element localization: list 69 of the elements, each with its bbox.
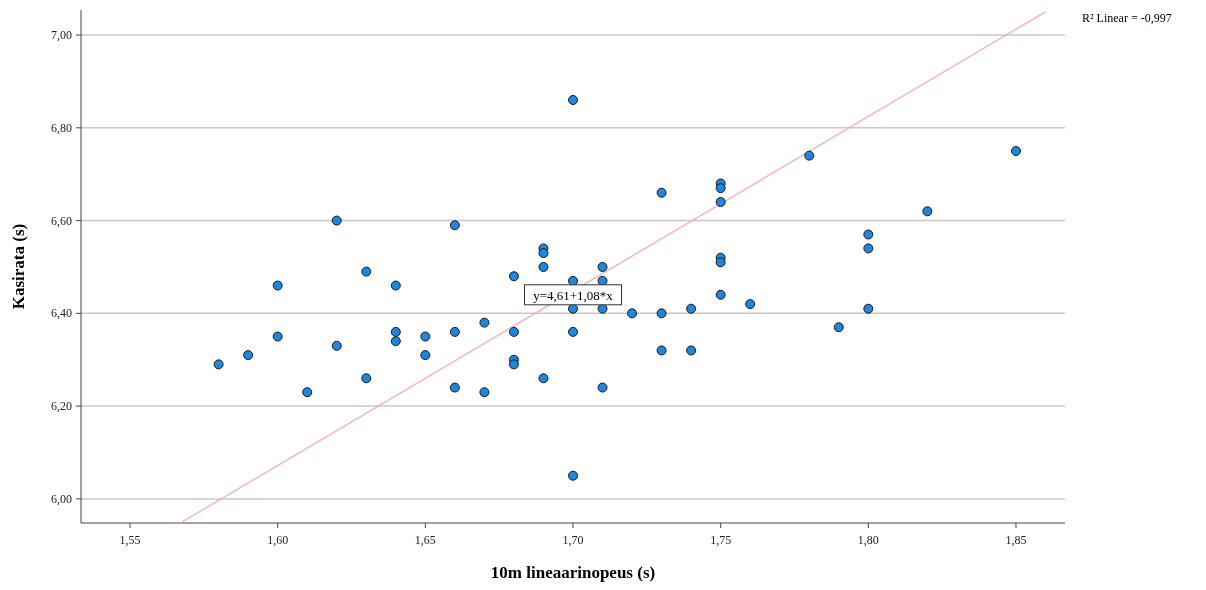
point bbox=[538, 373, 549, 384]
point bbox=[715, 197, 726, 208]
point bbox=[863, 229, 874, 240]
point bbox=[302, 387, 313, 398]
point bbox=[538, 261, 549, 272]
point bbox=[213, 359, 224, 370]
x-tick-label: 1,80 bbox=[857, 533, 879, 547]
point bbox=[686, 345, 697, 356]
x-tick-label: 1,70 bbox=[562, 533, 584, 547]
y-axis-title: Kasirata (s) bbox=[9, 223, 28, 310]
point bbox=[420, 350, 431, 361]
point bbox=[243, 350, 254, 361]
y-tick-label: 6,00 bbox=[51, 491, 72, 506]
point bbox=[508, 359, 519, 370]
point bbox=[833, 322, 844, 333]
point bbox=[361, 266, 372, 277]
annotation: y=4,61+1,08*x bbox=[533, 287, 614, 303]
point bbox=[420, 331, 431, 342]
point bbox=[390, 280, 401, 291]
point bbox=[568, 275, 578, 286]
point bbox=[272, 331, 283, 342]
y-tick-label: 6,80 bbox=[51, 120, 72, 135]
point bbox=[390, 336, 401, 347]
point bbox=[715, 183, 726, 194]
point bbox=[508, 271, 519, 282]
point bbox=[745, 299, 756, 310]
point bbox=[656, 308, 667, 319]
x-tick-label: 1,75 bbox=[710, 533, 732, 547]
y-tick-label: 7,00 bbox=[51, 28, 72, 43]
y-tick-label: 6,60 bbox=[51, 213, 72, 228]
point bbox=[449, 382, 460, 393]
point bbox=[715, 257, 726, 268]
point bbox=[331, 215, 342, 226]
point bbox=[449, 326, 460, 337]
x-axis-title: 10m lineaarinopeus (s) bbox=[490, 563, 656, 582]
point bbox=[686, 303, 697, 314]
point bbox=[1010, 146, 1021, 157]
point bbox=[449, 220, 460, 231]
point bbox=[804, 150, 815, 161]
point bbox=[656, 345, 667, 356]
point bbox=[715, 289, 726, 300]
point bbox=[597, 382, 608, 393]
point bbox=[568, 303, 578, 314]
point bbox=[863, 303, 874, 314]
y-tick-label: 6,20 bbox=[51, 399, 72, 414]
point bbox=[272, 280, 283, 291]
point bbox=[568, 326, 578, 337]
x-tick-label: 1,55 bbox=[119, 533, 141, 547]
point bbox=[568, 94, 578, 105]
point bbox=[508, 326, 519, 337]
point bbox=[597, 261, 608, 272]
text: R² Linear = -0,997 bbox=[1082, 11, 1172, 25]
point bbox=[627, 308, 638, 319]
point bbox=[361, 373, 372, 384]
x-tick-label: 1,60 bbox=[267, 533, 289, 547]
x-tick-label: 1,85 bbox=[1005, 533, 1027, 547]
point bbox=[331, 340, 342, 351]
point bbox=[568, 470, 578, 481]
point bbox=[597, 275, 608, 286]
point bbox=[597, 303, 608, 314]
point bbox=[479, 387, 490, 398]
point bbox=[538, 248, 549, 259]
x-tick-label: 1,65 bbox=[414, 533, 436, 547]
point bbox=[863, 243, 874, 254]
point bbox=[922, 206, 933, 217]
y-tick-label: 6,40 bbox=[51, 306, 72, 321]
point bbox=[390, 326, 401, 337]
point bbox=[656, 187, 667, 198]
point bbox=[479, 317, 490, 328]
